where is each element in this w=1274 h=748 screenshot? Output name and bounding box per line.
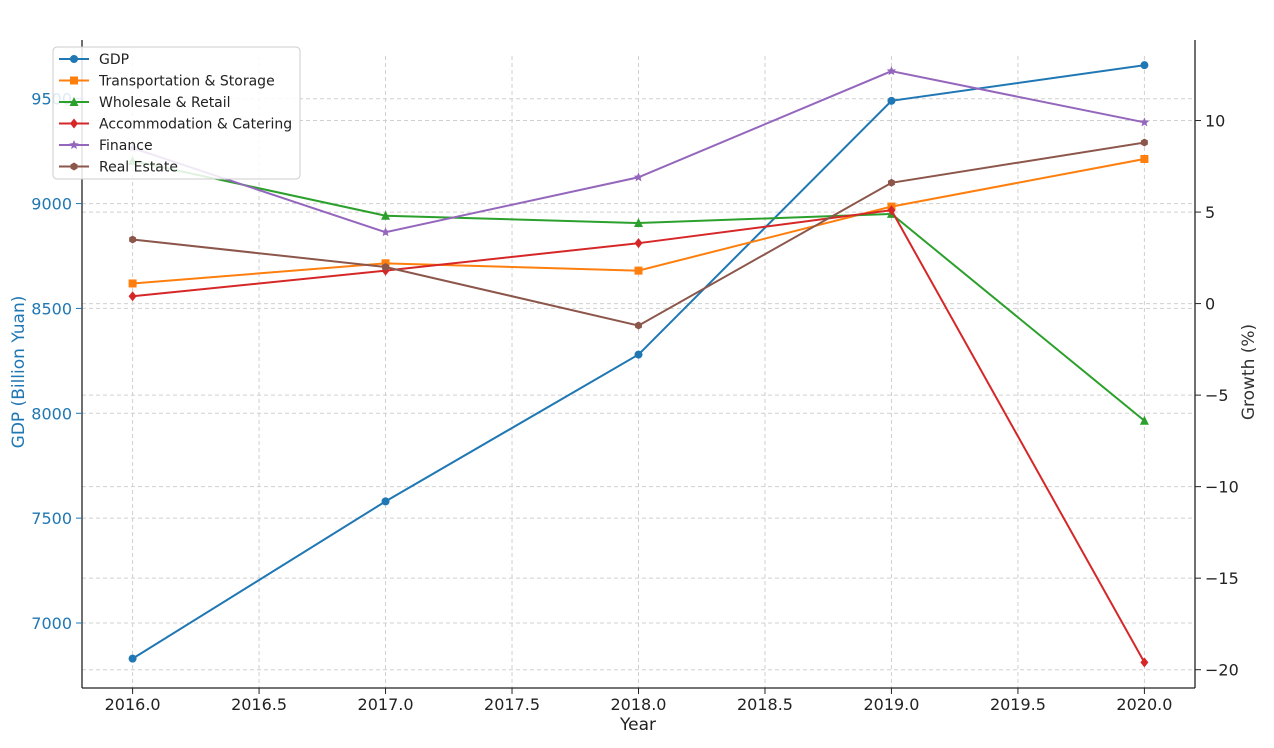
finance-point [380, 227, 391, 237]
legend-label-finance: Finance [99, 138, 153, 154]
x-tick-label: 2019.0 [863, 695, 919, 714]
transportation-and-storage-point [128, 279, 137, 288]
left-y-tick-label: 9000 [31, 195, 72, 214]
x-tick-label: 2016.0 [105, 695, 161, 714]
legend-marker-finance [69, 140, 79, 150]
right-y-tick-label: −5 [1205, 386, 1229, 405]
finance-point [633, 172, 644, 182]
accommodation-and-catering-point [128, 291, 137, 302]
x-tick-label: 2018.0 [611, 695, 667, 714]
legend-marker-transportation-and-storage [70, 76, 78, 85]
left-y-axis-title: GDP (Billion Yuan) [9, 296, 29, 449]
legend-label-accommodation-and-catering: Accommodation & Catering [99, 117, 292, 133]
left-y-tick-label: 7000 [31, 614, 72, 633]
legend-marker-real-estate [70, 162, 78, 171]
x-tick-label: 2017.0 [358, 695, 414, 714]
right-y-tick-label: −15 [1205, 569, 1239, 588]
right-y-tick-label: 10 [1205, 112, 1225, 131]
x-tick-label: 2016.5 [231, 695, 287, 714]
legend-marker-wholesale-and-retail [69, 97, 79, 106]
axes: 2016.0 2016.5 2017.0 2017.5 2018.0 2018.5 2019… [31, 40, 1239, 714]
finance-point [1139, 117, 1150, 127]
real-estate-point [129, 235, 137, 244]
left-y-tick-label: 8500 [31, 299, 72, 318]
legend-label-real-estate: Real Estate [99, 160, 178, 176]
accommodation-and-catering-point [634, 238, 643, 249]
x-tick-label: 2020.0 [1116, 695, 1172, 714]
series-accommodation-and-catering [128, 205, 1149, 668]
right-y-tick-label: −20 [1205, 661, 1239, 680]
gdp-point [381, 497, 390, 506]
gdp-point [128, 654, 137, 663]
grid [82, 56, 1195, 688]
wholesale-and-retail-point [381, 210, 391, 220]
left-y-tick-label: 7500 [31, 509, 72, 528]
x-axis-title: Year [619, 715, 656, 735]
accommodation-and-catering-point [1140, 657, 1149, 668]
legend-box [52, 46, 301, 180]
legend-marker-gdp [70, 55, 78, 63]
transportation-and-storage-point [1140, 154, 1149, 163]
real-estate-point [887, 178, 895, 187]
wholesale-and-retail-point [634, 218, 643, 228]
real-estate-point [1140, 138, 1148, 147]
real-estate-point [635, 321, 642, 330]
legend-marker-accommodation-and-catering [70, 118, 78, 129]
accommodation-and-catering-point [887, 205, 896, 216]
series [127, 61, 1150, 668]
wholesale-and-retail-point [1139, 415, 1149, 425]
left-y-tick-label: 8000 [31, 404, 72, 423]
gdp-point [887, 96, 896, 105]
series-real-estate [129, 138, 1148, 330]
legend-label-transportation-and-storage: Transportation & Storage [98, 74, 275, 90]
legend-label-gdp: GDP [99, 52, 129, 68]
x-tick-label: 2018.5 [737, 695, 793, 714]
legend-label-wholesale-and-retail: Wholesale & Retail [99, 95, 231, 111]
x-tick-label: 2019.5 [990, 695, 1046, 714]
gdp-point [634, 350, 643, 359]
right-y-tick-label: −10 [1205, 478, 1239, 497]
right-y-axis-title: Growth (%) [1239, 324, 1259, 420]
gdp-point [1140, 61, 1149, 70]
transportation-and-storage-point [634, 266, 643, 275]
legend: GDP Transportation & Storage Wholesale & R… [52, 46, 301, 180]
right-y-tick-label: 0 [1205, 295, 1215, 314]
finance-point [886, 66, 897, 76]
right-y-tick-label: 5 [1205, 203, 1215, 222]
real-estate-point [382, 262, 390, 271]
x-tick-label: 2017.5 [484, 695, 540, 714]
